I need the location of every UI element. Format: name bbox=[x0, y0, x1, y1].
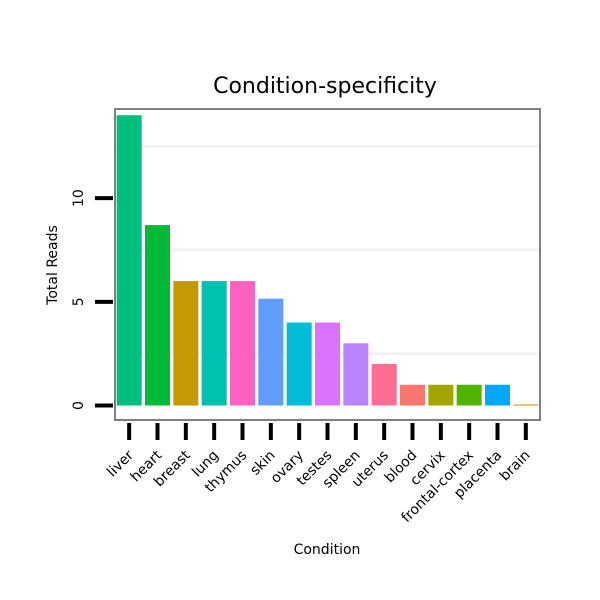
bar-skin bbox=[258, 298, 284, 406]
bar-lung bbox=[201, 281, 227, 406]
bar-cervix bbox=[428, 384, 454, 406]
bar-breast bbox=[173, 281, 199, 406]
bar-frontal-cortex bbox=[456, 384, 482, 406]
x-axis-ticks: liverheartbreastlungthymusskinovaryteste… bbox=[104, 423, 534, 526]
bar-blood bbox=[400, 384, 425, 406]
bar-liver bbox=[116, 115, 142, 406]
bar-ovary bbox=[286, 322, 312, 406]
bar-spleen bbox=[343, 343, 369, 406]
bars bbox=[116, 115, 539, 406]
chart-title: Condition-specificity bbox=[213, 74, 437, 99]
bar-placenta bbox=[485, 384, 510, 406]
y-tick-label: 0 bbox=[71, 401, 87, 410]
y-tick-label: 5 bbox=[71, 297, 87, 306]
y-axis-ticks: 0 5 10 bbox=[71, 189, 113, 410]
bar-testes bbox=[315, 322, 340, 406]
plot-frame bbox=[114, 108, 541, 421]
y-axis-label: Total Reads bbox=[45, 225, 61, 306]
y-tick-label: 10 bbox=[71, 189, 87, 207]
bar-heart bbox=[145, 225, 170, 406]
bar-brain bbox=[513, 404, 539, 406]
x-tick-label: brain bbox=[497, 448, 534, 485]
bar-uterus bbox=[371, 364, 397, 406]
x-axis-label: Condition bbox=[294, 542, 361, 558]
bar-thymus bbox=[230, 281, 255, 406]
